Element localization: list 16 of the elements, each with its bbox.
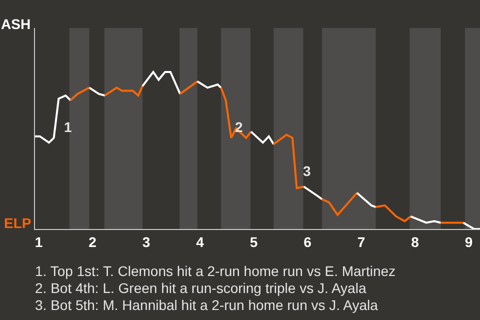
x-tick-label: 6 <box>304 234 312 250</box>
x-tick-label: 5 <box>250 234 258 250</box>
x-tick-label: 4 <box>196 234 204 250</box>
text: ASH <box>1 16 31 32</box>
annotation: 1 <box>64 119 72 135</box>
x-tick-label: 8 <box>411 234 420 250</box>
x-tick-label: 9 <box>464 234 473 250</box>
x-tick-label: 7 <box>357 234 366 250</box>
text: 2. Bot 4th: L. Green hit a run-scoring triple vs J. Ayala <box>35 280 366 296</box>
x-tick-label: 1 <box>34 234 43 250</box>
text: ELP <box>4 215 32 231</box>
text: 3. Bot 5th: M. Hannibal hit a 2-run home run vs J. Ayala <box>35 297 378 313</box>
text: 1. Top 1st: T. Clemons hit a 2-run home run vs E. Martinez <box>35 263 396 279</box>
x-tick-label: 3 <box>142 234 150 250</box>
x-tick-label: 2 <box>88 234 97 250</box>
annotation: 3 <box>303 163 311 179</box>
